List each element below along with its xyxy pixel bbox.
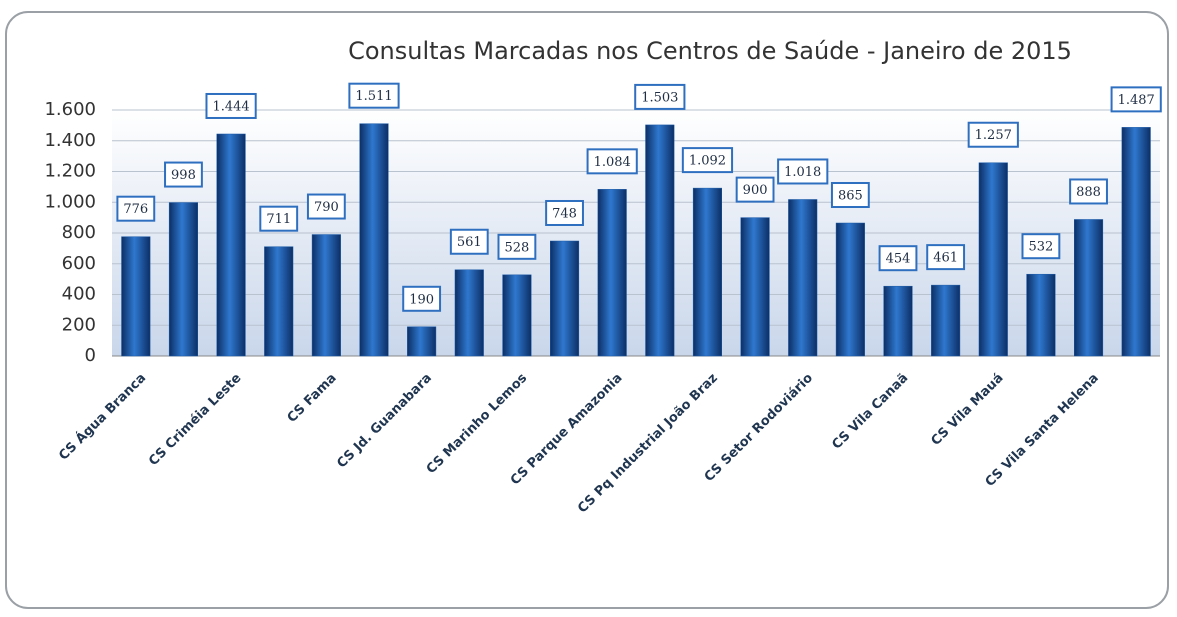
value-label: 900 xyxy=(743,183,768,198)
value-label: 1.511 xyxy=(355,89,392,104)
value-label: 776 xyxy=(123,202,148,217)
bar xyxy=(502,274,532,357)
y-tick-label: 1.200 xyxy=(44,161,96,182)
value-label: 1.487 xyxy=(1118,93,1155,108)
y-tick-label: 200 xyxy=(62,314,96,335)
value-label: 1.503 xyxy=(641,90,678,105)
value-label: 454 xyxy=(886,252,911,267)
value-label-box xyxy=(586,148,638,175)
value-label-box xyxy=(116,195,156,222)
bar xyxy=(883,285,913,357)
bar xyxy=(788,199,818,357)
y-tick-label: 1.400 xyxy=(44,130,96,151)
value-label: 532 xyxy=(1028,240,1053,255)
bar xyxy=(931,284,961,357)
value-label-box xyxy=(1110,86,1162,113)
value-label: 790 xyxy=(314,200,339,215)
value-label-box xyxy=(1069,178,1108,205)
value-label: 528 xyxy=(504,240,529,255)
value-label: 1.092 xyxy=(689,154,726,169)
bar xyxy=(454,269,484,357)
y-tick-label: 1.600 xyxy=(44,99,96,120)
bar xyxy=(835,222,865,357)
bar xyxy=(121,236,151,357)
value-label-box xyxy=(205,92,257,119)
y-tick-label: 1.000 xyxy=(44,191,96,212)
value-label: 1.257 xyxy=(975,128,1012,143)
bar xyxy=(740,217,770,357)
y-tick-label: 600 xyxy=(62,253,96,274)
value-label-box xyxy=(878,245,918,272)
value-label-box xyxy=(449,228,489,255)
value-label-box xyxy=(681,147,734,174)
bar xyxy=(1026,273,1056,357)
value-label-box xyxy=(164,161,203,188)
value-label-box xyxy=(259,205,299,232)
y-tick-label: 0 xyxy=(85,345,96,366)
bar xyxy=(978,162,1008,357)
value-label: 711 xyxy=(266,212,291,227)
bar xyxy=(168,202,198,357)
bar xyxy=(1074,219,1104,357)
value-label: 888 xyxy=(1076,185,1101,200)
bar xyxy=(692,187,722,357)
y-tick-label: 800 xyxy=(62,222,96,243)
value-label-box xyxy=(830,182,870,209)
value-label: 190 xyxy=(409,292,434,307)
value-label: 461 xyxy=(933,251,958,266)
value-label: 1.444 xyxy=(212,99,249,114)
value-label-box xyxy=(306,193,346,220)
bar xyxy=(264,246,294,357)
value-label-box xyxy=(1021,233,1061,260)
value-label-box xyxy=(497,233,537,260)
value-label-box xyxy=(402,285,442,312)
value-label-box xyxy=(634,83,686,110)
bar xyxy=(216,133,246,357)
bar xyxy=(311,234,341,357)
value-label: 1.084 xyxy=(594,155,631,170)
bar xyxy=(1121,127,1151,357)
bar xyxy=(597,189,627,357)
value-label-box xyxy=(735,176,775,203)
value-label-box xyxy=(545,199,584,226)
y-tick-label: 400 xyxy=(62,284,96,305)
value-label-box xyxy=(777,158,829,185)
bar xyxy=(550,240,580,357)
value-label-box xyxy=(348,82,400,109)
value-label: 561 xyxy=(457,235,482,250)
value-label: 865 xyxy=(838,189,863,204)
value-label: 1.018 xyxy=(784,165,821,180)
value-label-box xyxy=(926,244,966,271)
value-label: 748 xyxy=(552,206,577,221)
bar xyxy=(645,124,675,357)
value-label-box xyxy=(967,121,1019,148)
chart-title: Consultas Marcadas nos Centros de Saúde … xyxy=(348,37,1072,65)
bar xyxy=(407,326,437,357)
bar xyxy=(359,123,389,357)
value-label: 998 xyxy=(171,168,196,183)
